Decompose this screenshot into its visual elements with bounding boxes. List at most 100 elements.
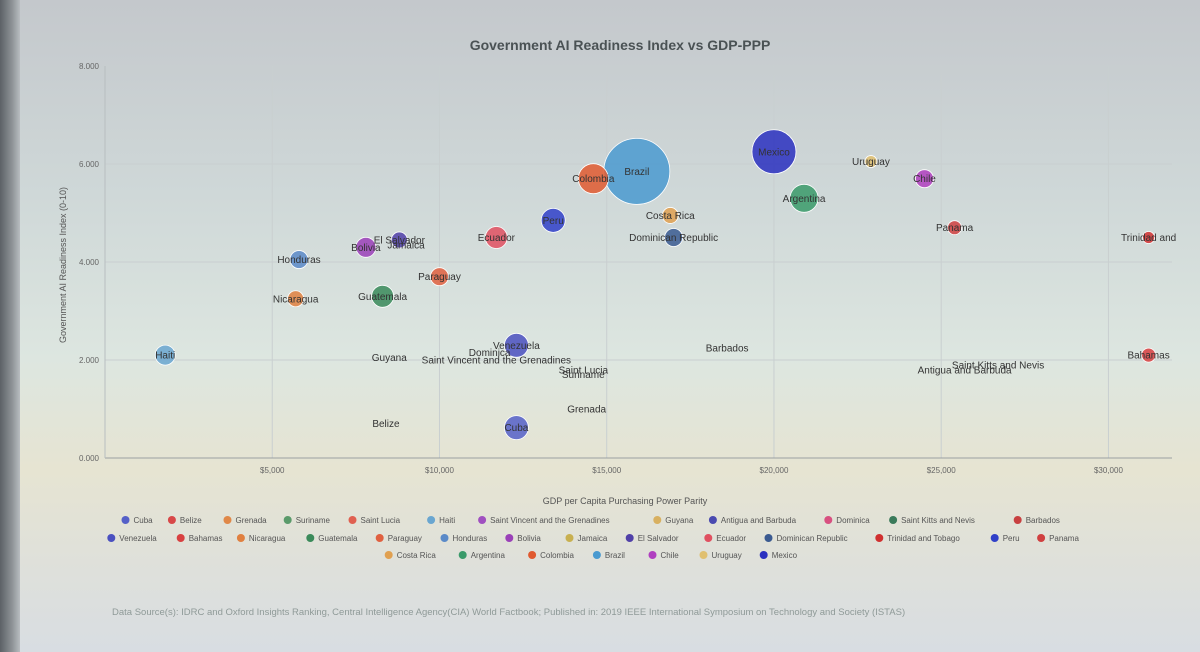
- point-label: Mexico: [758, 147, 790, 158]
- x-tick-label: $20,000: [760, 466, 789, 475]
- y-tick-label: 2.000: [79, 356, 100, 365]
- legend-item-label: Dominican Republic: [777, 534, 848, 543]
- legend-item-label: Grenada: [236, 516, 268, 525]
- y-axis-label: Government AI Readiness Index (0-10): [58, 187, 68, 343]
- data-point: [664, 228, 684, 247]
- point-label: Uruguay: [852, 157, 890, 168]
- data-point: [947, 220, 962, 236]
- point-label: Argentina: [783, 194, 826, 205]
- legend-marker: [565, 534, 574, 542]
- point-label: Bahamas: [1127, 351, 1169, 362]
- x-tick-label: $30,000: [1094, 466, 1123, 475]
- legend-item-label: Mexico: [772, 551, 798, 560]
- legend-item-label: Nicaragua: [249, 534, 286, 543]
- legend-item-label: Dominica: [836, 516, 870, 525]
- legend-marker: [528, 551, 537, 559]
- data-point: [484, 226, 508, 249]
- data-point: [540, 207, 566, 233]
- x-tick-label: $15,000: [592, 466, 621, 475]
- y-tick-label: 8.000: [79, 62, 100, 71]
- point-label: Belize: [372, 419, 400, 430]
- legend-item-label: Saint Vincent and the Grenadines: [490, 516, 609, 525]
- chart-title: Government AI Readiness Index vs GDP-PPP: [470, 37, 771, 53]
- legend-item-label: Ecuador: [716, 534, 746, 543]
- legend-item-label: Costa Rica: [397, 551, 437, 560]
- legend-marker: [223, 516, 232, 524]
- legend-item-label: Bahamas: [189, 534, 223, 543]
- legend-item-label: Belize: [180, 516, 202, 525]
- legend-item-label: Haiti: [439, 516, 455, 525]
- legend-marker: [176, 534, 185, 542]
- legend-item-label: Venezuela: [119, 534, 157, 543]
- x-tick-label: $10,000: [425, 466, 454, 475]
- point-label: Nicaragua: [273, 294, 319, 305]
- y-tick-label: 0.000: [79, 454, 100, 463]
- legend-marker: [427, 516, 436, 524]
- point-label: Dominica: [469, 348, 511, 359]
- data-point: [289, 250, 309, 269]
- legend-marker: [764, 534, 773, 542]
- point-label: Panama: [936, 223, 974, 234]
- point-label: Guatemala: [358, 292, 407, 303]
- point-label: Venezuela: [493, 341, 540, 352]
- legend-item-label: Bolivia: [517, 534, 541, 543]
- point-label: Saint Vincent and the Grenadines: [422, 356, 571, 367]
- legend-marker: [167, 516, 176, 524]
- point-label: Jamaica: [387, 240, 425, 251]
- point-label: Trinidad and: [1121, 233, 1176, 244]
- point-label: Saint Kitts and Nevis: [952, 360, 1044, 371]
- legend-marker: [283, 516, 292, 524]
- data-point: [1141, 347, 1156, 363]
- data-point: [751, 129, 797, 175]
- point-label: Peru: [543, 216, 564, 227]
- point-label: El Salvador: [374, 235, 426, 246]
- legend-marker: [592, 551, 601, 559]
- data-point: [430, 267, 449, 287]
- legend-marker: [625, 534, 634, 542]
- point-label: Grenada: [567, 405, 606, 416]
- legend-item-label: Jamaica: [578, 534, 608, 543]
- legend-marker: [889, 516, 898, 524]
- legend-marker: [440, 534, 449, 542]
- legend-item-label: Saint Lucia: [361, 516, 401, 525]
- data-point: [504, 332, 529, 358]
- point-label: Bolivia: [351, 243, 381, 254]
- legend-marker: [699, 551, 708, 559]
- legend-item-label: Barbados: [1026, 516, 1060, 525]
- point-label: Haiti: [155, 351, 175, 362]
- legend-item-label: Brazil: [605, 551, 625, 560]
- point-label: Ecuador: [478, 233, 516, 244]
- legend-item-label: Trinidad and Tobago: [887, 534, 960, 543]
- legend-marker: [121, 516, 130, 524]
- grid-lines: [105, 65, 1172, 459]
- point-label: Paraguay: [418, 272, 461, 283]
- data-source-note: Data Source(s): IDRC and Oxford Insights…: [112, 607, 905, 618]
- data-point: [1142, 231, 1155, 244]
- legend-marker: [458, 551, 467, 559]
- legend-marker: [236, 534, 245, 542]
- legend-item-label: Paraguay: [388, 534, 422, 543]
- legend-marker: [648, 551, 657, 559]
- legend-marker: [1037, 534, 1046, 542]
- legend-item-label: Peru: [1003, 534, 1020, 543]
- y-tick-label: 6.000: [79, 160, 100, 169]
- legend-item-label: Cuba: [134, 516, 154, 525]
- point-label: Brazil: [624, 167, 649, 178]
- data-point: [789, 183, 819, 213]
- projector-screen-edge: [0, 0, 20, 652]
- legend-item-label: Antigua and Barbuda: [721, 516, 797, 525]
- point-label: Honduras: [277, 255, 320, 266]
- legend-marker: [653, 516, 662, 524]
- point-label: Suriname: [562, 370, 605, 381]
- point-label: Colombia: [572, 174, 615, 185]
- point-labels: Brazil Mexico Colombia Argentina Cuba Venezue…: [155, 147, 1176, 434]
- point-label: Saint Lucia: [559, 365, 609, 376]
- legend-marker: [306, 534, 315, 542]
- legend: Cuba Belize Grenada Suriname Saint Lucia Hait…: [107, 516, 1079, 560]
- x-tick-label: $5,000: [260, 466, 285, 475]
- data-points: [154, 129, 1156, 441]
- data-point: [915, 169, 934, 189]
- data-point: [390, 231, 408, 249]
- legend-item-label: Uruguay: [712, 551, 742, 560]
- point-label: Antigua and Barbuda: [918, 365, 1012, 376]
